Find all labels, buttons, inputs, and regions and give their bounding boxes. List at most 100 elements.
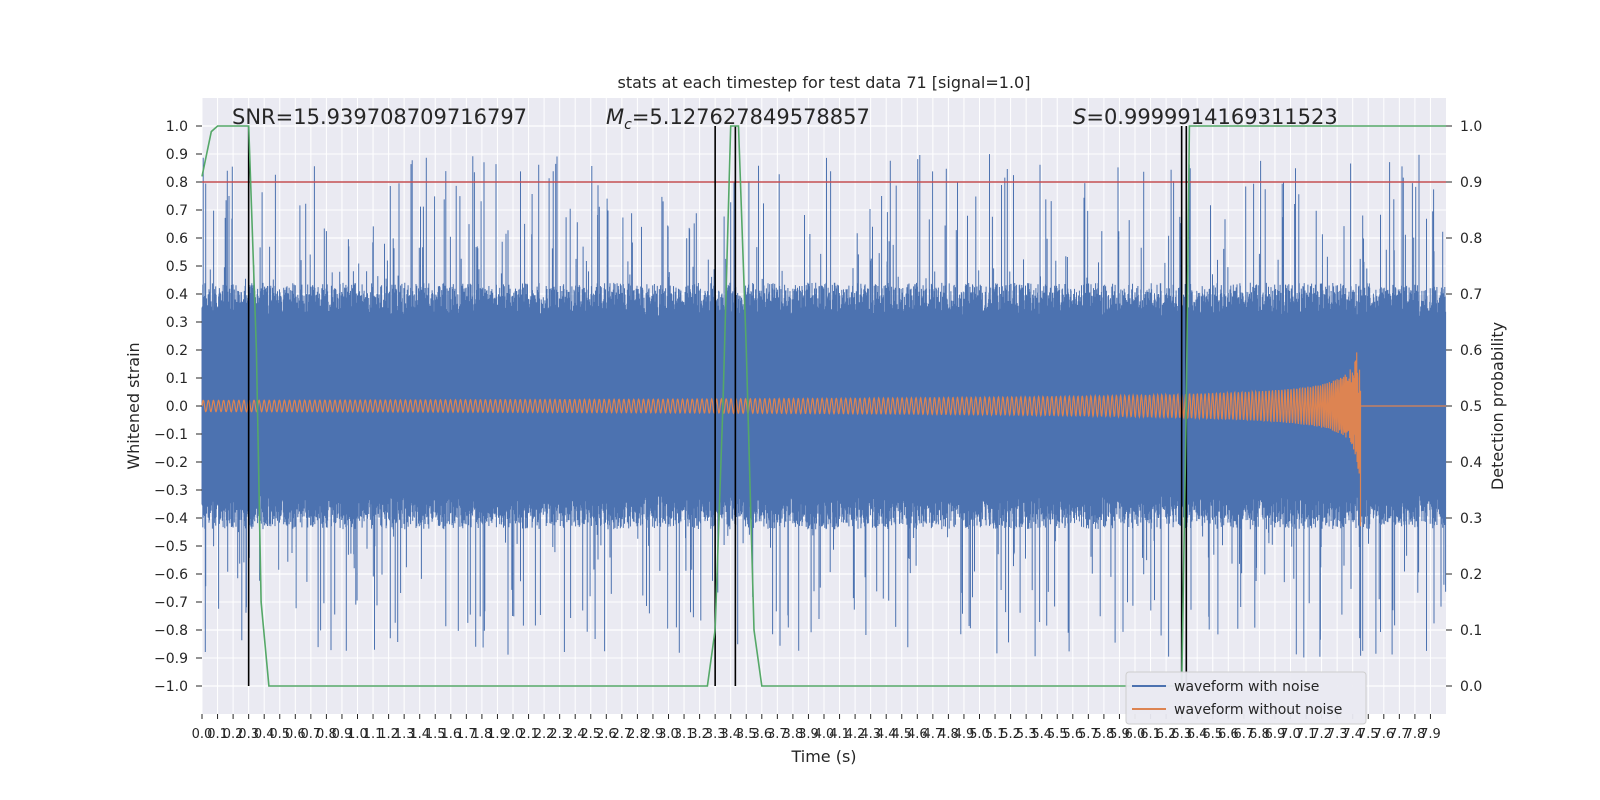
x-tick-label: 6.3 — [1171, 727, 1192, 742]
x-tick-label: 5.9 — [1109, 727, 1130, 742]
y-tick-label: 0.2 — [166, 343, 188, 359]
x-tick-label: 7.6 — [1373, 727, 1394, 742]
y2-tick-label: 0.1 — [1460, 623, 1482, 639]
score-symbol: S — [1073, 105, 1086, 129]
x-tick-label: 2.6 — [596, 727, 617, 742]
x-tick-label: 3.6 — [751, 727, 772, 742]
y-tick-label: −0.7 — [154, 595, 188, 611]
y2-tick-label: 0.3 — [1460, 511, 1482, 527]
y-axis-ticks: −1.0 −0.9 −0.8 −0.7 −0.6 −0.5 −0.4 −0.3 −0.2 −0.1… — [154, 119, 202, 695]
x-tick-label: 4.3 — [860, 727, 881, 742]
x-tick-label: 3.2 — [689, 727, 710, 742]
y-tick-label: −0.6 — [154, 567, 188, 583]
x-tick-label: 7.0 — [1280, 727, 1301, 742]
x-tick-label: 2.7 — [612, 727, 633, 742]
x-tick-label: 4.9 — [954, 727, 975, 742]
y-tick-label: −0.3 — [154, 483, 188, 499]
y2-axis-ticks: 0.0 0.1 0.2 0.3 0.4 0.5 0.6 0.7 0.8 0.9 1.0 — [1446, 119, 1482, 695]
legend-box — [1125, 671, 1367, 725]
x-tick-label: 4.6 — [907, 727, 928, 742]
x-tick-label: 3.4 — [720, 727, 741, 742]
y-tick-label: 0.7 — [166, 203, 188, 219]
x-tick-label: 4.0 — [814, 727, 835, 742]
y2-tick-label: 0.5 — [1460, 399, 1482, 415]
chart-title: stats at each timestep for test data 71 … — [618, 73, 1031, 92]
x-tick-label: 7.2 — [1311, 727, 1332, 742]
chirp-mass-symbol: M — [606, 105, 624, 129]
y-axis-label: Whitened strain — [124, 342, 143, 469]
x-tick-label: 1.1 — [363, 727, 384, 742]
x-tick-label: 1.5 — [425, 727, 446, 742]
x-tick-label: 7.5 — [1358, 727, 1379, 742]
y-tick-label: 0.8 — [166, 175, 188, 191]
x-tick-label: 0.7 — [301, 727, 322, 742]
clean-waveform-line — [201, 352, 1446, 527]
x-tick-label: 0.0 — [192, 727, 213, 742]
x-tick-label: 5.4 — [1031, 727, 1052, 742]
y-tick-label: −0.4 — [154, 511, 188, 527]
x-tick-label: 1.3 — [394, 727, 415, 742]
x-tick-label: 7.7 — [1389, 727, 1410, 742]
x-tick-label: 2.0 — [503, 727, 524, 742]
y-tick-label: 0.4 — [166, 287, 188, 303]
x-tick-label: 0.6 — [285, 727, 306, 742]
y2-tick-label: 0.0 — [1460, 679, 1482, 695]
x-tick-label: 0.5 — [269, 727, 290, 742]
y2-tick-label: 0.7 — [1460, 287, 1482, 303]
y-tick-label: 0.0 — [166, 399, 188, 415]
x-tick-label: 6.9 — [1265, 727, 1286, 742]
x-tick-label: 3.7 — [767, 727, 788, 742]
x-tick-label: 1.6 — [440, 727, 461, 742]
x-tick-label: 6.5 — [1202, 727, 1223, 742]
x-tick-label: 6.1 — [1140, 727, 1161, 742]
x-tick-label: 5.8 — [1094, 727, 1115, 742]
x-tick-label: 1.2 — [378, 727, 399, 742]
y-tick-label: −1.0 — [154, 679, 188, 695]
score-value: =0.9999914169311523 — [1086, 105, 1337, 129]
x-tick-label: 6.6 — [1218, 727, 1239, 742]
x-tick-label: 3.0 — [658, 727, 679, 742]
y2-tick-label: 0.4 — [1460, 455, 1482, 471]
y-tick-label: 1.0 — [166, 119, 188, 135]
y2-tick-label: 0.8 — [1460, 231, 1482, 247]
x-tick-label: 6.4 — [1187, 727, 1208, 742]
x-tick-label: 1.9 — [487, 727, 508, 742]
chirp-mass-annotation: Mc=5.127627849578857 — [606, 105, 870, 133]
x-tick-label: 0.4 — [254, 727, 275, 742]
y-tick-label: 0.6 — [166, 231, 188, 247]
x-tick-label: 7.9 — [1420, 727, 1441, 742]
x-tick-label: 2.1 — [518, 727, 539, 742]
x-tick-label: 7.4 — [1342, 727, 1363, 742]
x-tick-label: 4.5 — [891, 727, 912, 742]
x-tick-label: 4.8 — [938, 727, 959, 742]
x-tick-label: 4.1 — [829, 727, 850, 742]
probability-series — [201, 125, 1446, 687]
y2-tick-label: 0.6 — [1460, 343, 1482, 359]
x-tick-label: 5.7 — [1078, 727, 1099, 742]
x-tick-label: 7.3 — [1327, 727, 1348, 742]
detection-score-annotation: S=0.9999914169311523 — [1073, 105, 1338, 129]
x-tick-label: 2.2 — [534, 727, 555, 742]
y2-tick-label: 0.9 — [1460, 175, 1482, 191]
y2-tick-label: 1.0 — [1460, 119, 1482, 135]
snr-annotation: SNR=15.939708709716797 — [232, 105, 527, 129]
chirp-mass-value: =5.127627849578857 — [632, 105, 870, 129]
y-tick-label: 0.5 — [166, 259, 188, 275]
chirp-mass-subscript: c — [624, 117, 632, 133]
x-tick-label: 5.3 — [1016, 727, 1037, 742]
chirp-series — [201, 352, 1446, 527]
legend: waveform with noise waveform without noi… — [1125, 671, 1367, 725]
x-tick-label: 5.5 — [1047, 727, 1068, 742]
legend-label-clean: waveform without noise — [1174, 702, 1342, 718]
x-tick-label: 1.8 — [472, 727, 493, 742]
x-tick-label: 6.8 — [1249, 727, 1270, 742]
detection-probability-line — [201, 125, 1446, 687]
x-tick-label: 2.3 — [549, 727, 570, 742]
x-axis-ticks: 0.00.10.20.30.40.50.60.70.80.91.01.11.21… — [192, 714, 1441, 742]
x-tick-label: 2.9 — [643, 727, 664, 742]
y-tick-label: 0.3 — [166, 315, 188, 331]
x-tick-label: 4.2 — [845, 727, 866, 742]
x-tick-label: 6.0 — [1125, 727, 1146, 742]
x-tick-label: 1.0 — [347, 727, 368, 742]
x-tick-label: 1.7 — [456, 727, 477, 742]
